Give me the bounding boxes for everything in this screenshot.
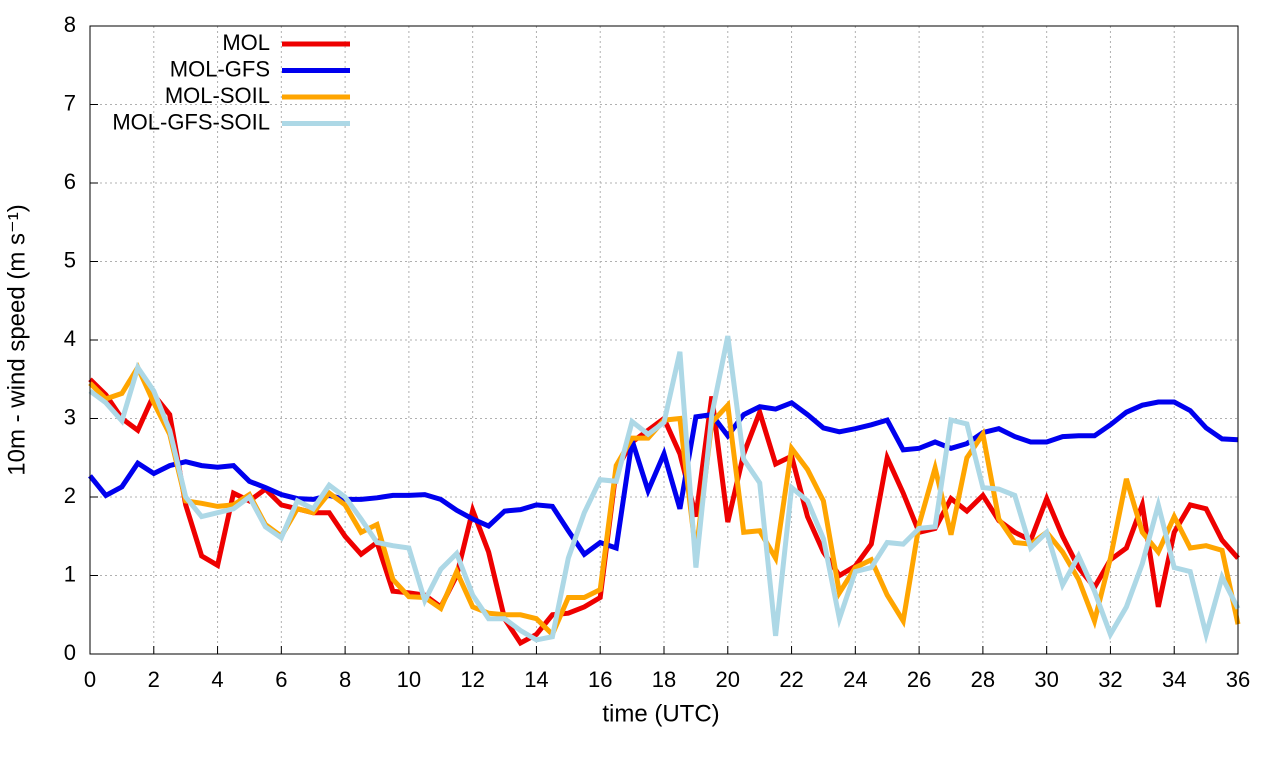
series-line: [88, 399, 1239, 558]
x-tick-label: 36: [1226, 667, 1250, 692]
y-tick-label: 7: [64, 90, 76, 115]
x-tick-label: 30: [1034, 667, 1058, 692]
y-tick-label: 8: [64, 12, 76, 37]
x-tick-label: 20: [716, 667, 740, 692]
plot-frame: [89, 25, 1239, 655]
y-tick-label: 2: [64, 483, 76, 508]
y-axis-label: 10m - wind speed (m s⁻¹): [3, 204, 30, 475]
x-tick-label: 26: [907, 667, 931, 692]
x-tick-label: 8: [339, 667, 351, 692]
y-tick-label: 1: [64, 561, 76, 586]
x-tick-label: 24: [843, 667, 867, 692]
x-tick-label: 6: [275, 667, 287, 692]
x-axis-label: time (UTC): [602, 700, 719, 727]
x-tick-label: 0: [84, 667, 96, 692]
x-tick-label: 28: [971, 667, 995, 692]
legend-label: MOL-GFS-SOIL: [112, 109, 270, 134]
y-tick-label: 0: [64, 640, 76, 665]
x-tick-label: 14: [524, 667, 548, 692]
series-line: [88, 335, 1241, 645]
y-tick-label: 4: [64, 326, 76, 351]
legend-label: MOL: [222, 30, 270, 55]
plot-lines: [88, 335, 1241, 647]
x-tick-label: 2: [148, 667, 160, 692]
x-tick-label: 32: [1098, 667, 1122, 692]
y-tick-label: 3: [64, 404, 76, 429]
x-tick-label: 34: [1162, 667, 1186, 692]
x-tick-label: 18: [652, 667, 676, 692]
legend-label: MOL-GFS: [170, 56, 270, 81]
legend-label: MOL-SOIL: [165, 83, 270, 108]
x-tick-label: 12: [460, 667, 484, 692]
x-tick-label: 4: [211, 667, 223, 692]
y-tick-label: 6: [64, 169, 76, 194]
x-tick-label: 22: [779, 667, 803, 692]
x-tick-label: 10: [397, 667, 421, 692]
y-tick-label: 5: [64, 247, 76, 272]
x-tick-label: 16: [588, 667, 612, 692]
